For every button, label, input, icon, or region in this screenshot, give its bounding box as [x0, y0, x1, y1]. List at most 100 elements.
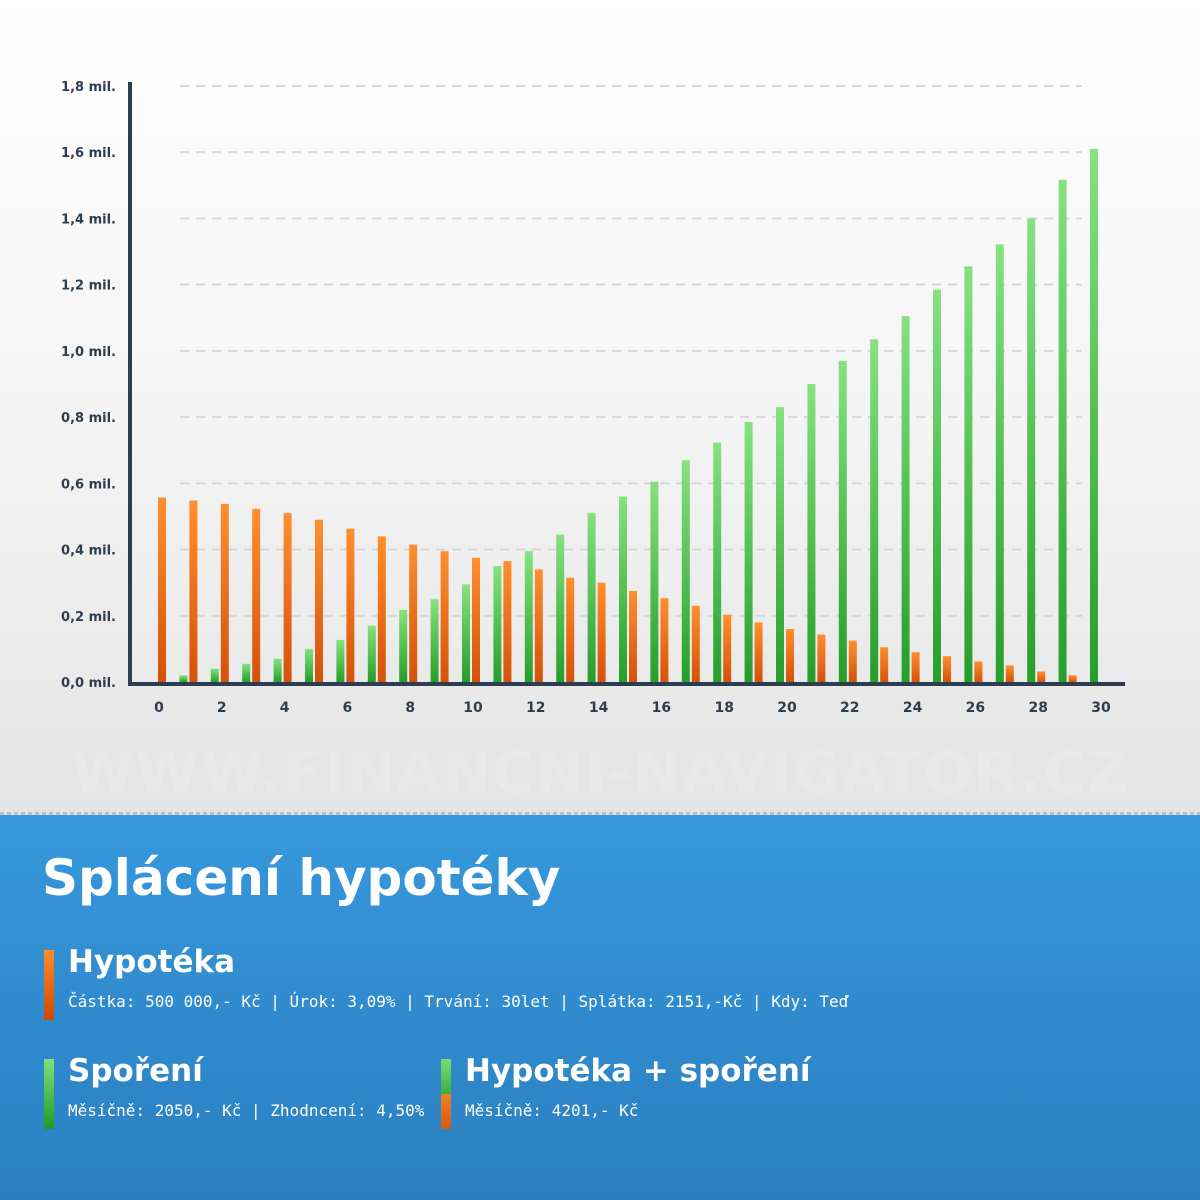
- y-tick-label: 1,2 mil.: [61, 279, 116, 294]
- bar-savings: [838, 360, 847, 682]
- watermark-text: WWW.FINANCNI-NAVIGATOR.CZ: [70, 738, 1130, 806]
- bar-savings: [619, 496, 627, 682]
- x-tick-label: 20: [777, 700, 797, 716]
- legend-swatch-mortgage: [44, 950, 54, 1020]
- x-tick-label: 12: [526, 700, 545, 716]
- legend-desc-savings: Měsíčně: 2050,- Kč | Zhodncení: 4,50%: [68, 1101, 425, 1120]
- bar-mortgage: [691, 605, 700, 682]
- bar-mortgage: [911, 652, 920, 682]
- x-tick-label: 18: [714, 700, 733, 716]
- x-tick-label: 24: [903, 700, 923, 716]
- bar-savings: [1027, 218, 1036, 682]
- bar-mortgage: [158, 497, 166, 682]
- x-tick-label: 2: [217, 700, 227, 716]
- x-tick-label: 8: [405, 700, 415, 716]
- bar-savings: [807, 384, 816, 682]
- bar-savings: [336, 639, 345, 682]
- y-tick-label: 0,2 mil.: [61, 610, 116, 625]
- bar-savings: [556, 534, 565, 682]
- bar-savings: [1058, 179, 1067, 682]
- legend-title-mortgage: Hypotéka: [68, 944, 236, 980]
- y-tick-label: 0,0 mil.: [61, 676, 116, 691]
- legend-desc-mortgage: Částka: 500 000,- Kč | Úrok: 3,09% | Trv…: [68, 992, 849, 1011]
- bar-mortgage: [597, 582, 606, 682]
- bar-savings: [1090, 148, 1098, 682]
- bar-savings: [430, 599, 439, 682]
- info-panel: Splácení hypotéky Hypotéka Částka: 500 0…: [0, 815, 1200, 1200]
- bar-savings: [493, 566, 502, 682]
- y-tick-label: 0,4 mil.: [61, 544, 116, 559]
- bar-savings: [901, 316, 910, 682]
- bar-mortgage: [723, 614, 732, 682]
- bar-mortgage: [1005, 665, 1014, 682]
- bar-mortgage: [1037, 671, 1046, 682]
- bar-mortgage: [315, 519, 323, 682]
- bar-mortgage: [189, 500, 198, 682]
- x-tick-label: 0: [154, 700, 164, 716]
- bar-savings: [650, 481, 659, 682]
- bar-mortgage: [409, 544, 418, 682]
- bar-mortgage: [440, 551, 449, 682]
- x-tick-label: 30: [1091, 700, 1111, 716]
- bar-savings: [242, 663, 251, 682]
- bar-savings: [995, 244, 1004, 682]
- bar-savings: [744, 422, 753, 682]
- y-tick-label: 1,6 mil.: [61, 146, 116, 161]
- bar-mortgage: [754, 622, 763, 682]
- bar-mortgage: [377, 536, 386, 682]
- bar-mortgage: [566, 577, 575, 682]
- legend-swatch-savings: [44, 1059, 54, 1129]
- y-tick-label: 1,0 mil.: [61, 345, 116, 360]
- y-tick-label: 0,6 mil.: [61, 477, 116, 492]
- bar-savings: [870, 339, 879, 682]
- bar-mortgage: [283, 513, 292, 682]
- bar-mortgage: [880, 647, 889, 682]
- bar-savings: [776, 407, 784, 682]
- bar-savings: [713, 442, 722, 682]
- x-tick-label: 6: [343, 700, 353, 716]
- bar-mortgage: [220, 503, 229, 682]
- bar-savings: [587, 513, 596, 682]
- bar-mortgage: [472, 557, 480, 682]
- page-title: Splácení hypotéky: [42, 849, 561, 907]
- bar-savings: [399, 609, 408, 682]
- bar-savings: [524, 551, 533, 682]
- mortgage-savings-chart: 0,0 mil. 0,2 mil. 0,4 mil. 0,6 mil. 0,8 mil.…: [61, 80, 1125, 716]
- bar-savings: [367, 625, 376, 682]
- bar-mortgage: [346, 528, 355, 682]
- y-tick-label: 0,8 mil.: [61, 411, 116, 426]
- legend-swatch-combined: [441, 1059, 451, 1129]
- y-tick-label: 1,8 mil.: [61, 80, 116, 95]
- x-tick-label: 16: [652, 700, 671, 716]
- x-tick-label: 28: [1028, 700, 1047, 716]
- chart-area: 0,0 mil. 0,2 mil. 0,4 mil. 0,6 mil. 0,8 mil.…: [0, 0, 1200, 815]
- bar-savings: [305, 648, 313, 682]
- bar-savings: [273, 658, 282, 682]
- legend-title-savings: Spoření: [68, 1053, 203, 1089]
- legend-title-combined: Hypotéka + spoření: [465, 1053, 811, 1089]
- bar-mortgage: [848, 640, 857, 682]
- bar-savings: [179, 675, 188, 682]
- bar-mortgage: [974, 661, 983, 682]
- bar-mortgage: [534, 569, 543, 682]
- x-tick-label: 22: [840, 700, 859, 716]
- x-tick-label: 10: [463, 700, 483, 716]
- bar-mortgage: [629, 590, 637, 682]
- x-tick-label: 4: [280, 700, 290, 716]
- bar-savings: [964, 266, 973, 682]
- x-tick-label: 14: [589, 700, 609, 716]
- bar-mortgage: [943, 656, 951, 682]
- bar-savings: [462, 584, 470, 682]
- bar-savings: [210, 668, 219, 682]
- bar-mortgage: [503, 561, 512, 682]
- legend-desc-combined: Měsíčně: 4201,- Kč: [465, 1101, 639, 1120]
- section-divider: [0, 812, 1200, 815]
- bar-savings: [933, 289, 941, 682]
- y-tick-label: 1,4 mil.: [61, 212, 116, 227]
- bar-mortgage: [1068, 675, 1077, 682]
- bar-mortgage: [786, 629, 794, 682]
- x-tick-label: 26: [966, 700, 985, 716]
- bar-mortgage: [817, 634, 826, 682]
- bar-mortgage: [660, 598, 669, 682]
- bar-mortgage: [252, 508, 261, 682]
